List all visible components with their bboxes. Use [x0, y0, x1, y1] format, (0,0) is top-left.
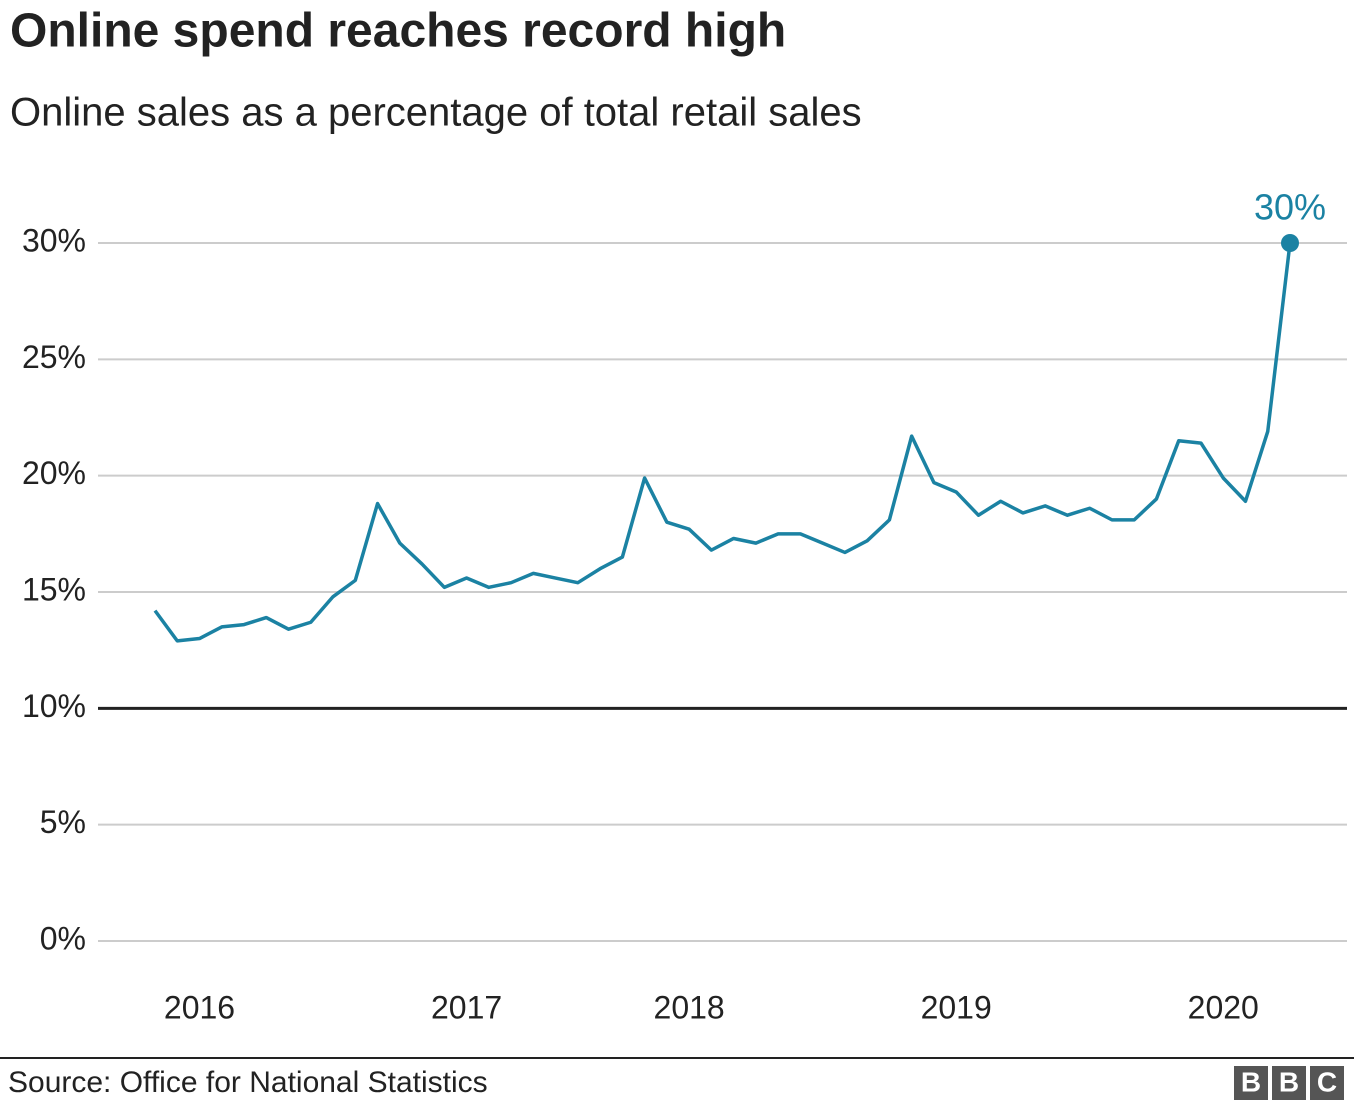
data-label: 30% [1254, 187, 1326, 228]
logo-box [1234, 1066, 1268, 1100]
x-tick-label: 2020 [1188, 989, 1259, 1025]
chart-title: Online spend reaches record high [10, 5, 786, 58]
chart-subtitle: Online sales as a percentage of total re… [10, 91, 862, 135]
logo-letter: C [1317, 1066, 1337, 1097]
y-tick-label: 30% [22, 222, 86, 258]
y-tick-label: 25% [22, 339, 86, 375]
y-tick-label: 15% [22, 571, 86, 607]
x-tick-label: 2019 [921, 989, 992, 1025]
y-tick-label: 5% [40, 804, 86, 840]
logo: B B C [1234, 1066, 1344, 1100]
logo-letter: B [1241, 1066, 1261, 1097]
point [1281, 234, 1299, 252]
x-tick-label: 2018 [654, 989, 725, 1025]
source: Source: Office for National Statistics [8, 1066, 488, 1099]
y-tick-label: 0% [40, 920, 86, 956]
y-tick-label: 10% [22, 688, 86, 724]
x-tick-label: 2017 [431, 989, 502, 1025]
x-tick-label: 2016 [164, 989, 235, 1025]
line [153, 242, 1292, 643]
logo-letter: B [1279, 1066, 1299, 1097]
y-tick-label: 20% [22, 455, 86, 491]
logo-box [1310, 1066, 1344, 1100]
logo-box [1272, 1066, 1306, 1100]
